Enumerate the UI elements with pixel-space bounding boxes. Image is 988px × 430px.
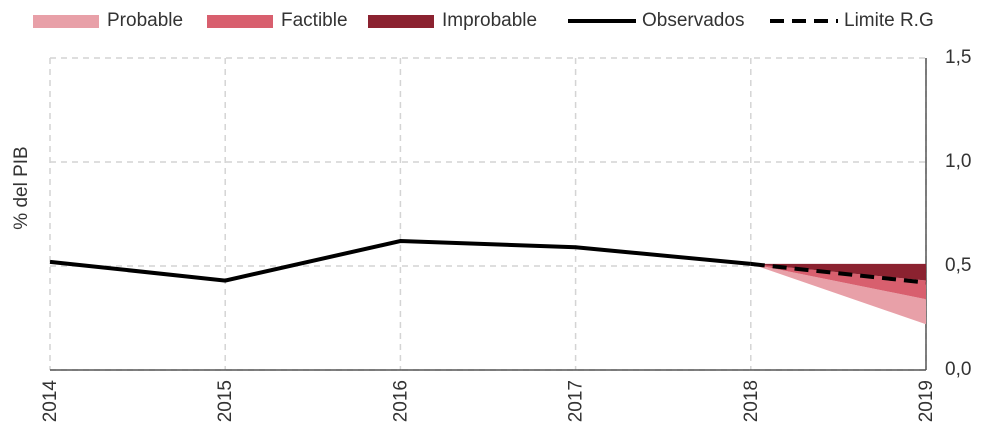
legend-label: Improbable: [442, 10, 537, 31]
limit-line: [750, 261, 927, 285]
y-tick-label: 1,0: [945, 151, 971, 172]
x-tick-label: 2016: [390, 380, 411, 422]
legend-swatch: [33, 15, 99, 28]
x-tick-label: 2017: [566, 380, 587, 422]
fan-band: [750, 263, 926, 281]
legend-label: Observados: [642, 10, 744, 31]
x-tick-label: 2019: [916, 380, 937, 422]
legend-swatch: [207, 15, 273, 28]
observed-line: [49, 239, 751, 283]
legend-label: Factible: [281, 10, 348, 31]
y-tick-label: 0,5: [945, 255, 971, 276]
y-tick-label: 1,5: [945, 47, 971, 68]
legend-swatch: [368, 15, 434, 28]
y-axis-label: % del PIB: [11, 146, 32, 229]
legend-label: Probable: [107, 10, 183, 31]
x-tick-label: 2014: [40, 380, 61, 423]
x-tick-label: 2018: [741, 380, 762, 422]
fan-band: [750, 263, 926, 325]
y-tick-label: 0,0: [945, 359, 971, 380]
legend-label: Limite R.G: [844, 10, 934, 31]
fan-band: [750, 263, 926, 300]
x-tick-label: 2015: [215, 380, 236, 422]
